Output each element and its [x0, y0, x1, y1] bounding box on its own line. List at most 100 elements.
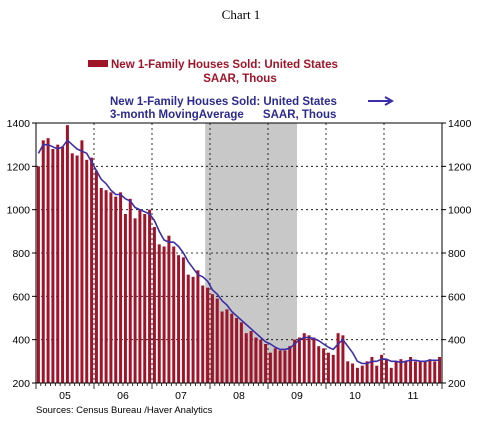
bar: [230, 313, 234, 383]
bar: [259, 339, 263, 383]
bar: [312, 337, 316, 383]
bar: [380, 354, 384, 383]
x-tick-label: 11: [408, 390, 419, 402]
x-tick-label: 10: [349, 390, 361, 402]
bar: [307, 335, 311, 383]
y-tick-label-left: 1200: [7, 161, 31, 173]
bar: [418, 361, 422, 383]
legend-line-arrow: [384, 96, 395, 106]
bar: [56, 144, 60, 383]
bar: [123, 214, 127, 383]
y-tick-label-left: 1000: [7, 205, 31, 217]
y-tick-label-left: 200: [12, 378, 30, 390]
bar: [157, 244, 161, 383]
bar: [326, 352, 330, 383]
bar: [235, 318, 239, 383]
bar: [365, 361, 369, 383]
bar: [341, 335, 345, 383]
legend-line-label: New 1-Family Houses Sold: United States: [110, 96, 337, 108]
chart-title: Chart 1: [222, 7, 261, 22]
plot-area: 200 200 400 400 600 600 800 800 1000 1000 1200 1200…: [7, 118, 472, 402]
bar: [138, 209, 142, 383]
bar: [322, 348, 326, 383]
bar: [399, 359, 403, 383]
bar: [317, 346, 321, 383]
bar: [278, 350, 282, 383]
bar: [249, 331, 253, 383]
bar: [423, 361, 427, 383]
legend-bar-swatch: [88, 60, 108, 67]
bar: [293, 339, 297, 383]
y-tick-label-left: 600: [12, 291, 30, 303]
bar: [438, 357, 442, 383]
x-tick-label: 09: [291, 390, 303, 402]
x-tick-label: 05: [59, 390, 71, 402]
bar: [162, 246, 166, 383]
bar: [351, 363, 355, 383]
moving-average-line: [37, 139, 440, 365]
bar: [346, 361, 350, 383]
legend-bar-label: New 1-Family Houses Sold: United States: [111, 59, 338, 71]
legend-bar-series: New 1-Family Houses Sold: United States …: [88, 59, 338, 85]
bar: [186, 274, 190, 383]
bar: [336, 333, 340, 383]
bar: [268, 352, 272, 383]
legend: New 1-Family Houses Sold: United States …: [88, 59, 395, 121]
bar: [206, 287, 210, 383]
bar: [297, 337, 301, 383]
y-tick-label-right: 1000: [448, 205, 472, 217]
bar: [90, 157, 94, 383]
x-tick-label: 08: [233, 390, 245, 402]
y-tick-label-right: 1200: [448, 161, 472, 173]
bar: [360, 365, 364, 383]
bar: [220, 311, 224, 383]
bar: [331, 354, 335, 383]
bar: [273, 348, 277, 383]
source-note: Sources: Census Bureau /Haver Analytics: [36, 405, 213, 416]
legend-line-unit: 3-month MovingAverage SAAR, Thous: [110, 109, 336, 121]
bar: [302, 333, 306, 383]
y-tick-label-right: 800: [448, 248, 466, 260]
bar: [148, 209, 152, 383]
bar: [104, 190, 108, 383]
x-tick-label: 07: [175, 390, 187, 402]
bar: [167, 235, 171, 383]
bar: [196, 270, 200, 383]
y-tick-label-right: 200: [448, 378, 466, 390]
bar: [394, 361, 398, 383]
bar: [409, 357, 413, 383]
bar: [94, 170, 98, 383]
legend-bar-unit: SAAR, Thous: [203, 73, 276, 85]
bar: [152, 227, 156, 383]
bar: [355, 367, 359, 383]
bar: [215, 298, 219, 383]
bar: [36, 166, 40, 383]
bar: [375, 365, 379, 383]
bar: [191, 276, 195, 383]
bar: [128, 198, 132, 383]
bar: [177, 255, 181, 383]
bar: [61, 146, 65, 383]
y-tick-label-right: 600: [448, 291, 466, 303]
legend-line-series: New 1-Family Houses Sold: United States …: [110, 96, 395, 121]
bar: [80, 140, 84, 383]
bar: [225, 309, 229, 383]
bar: [244, 333, 248, 383]
bar: [433, 361, 437, 383]
x-tick-label: 06: [117, 390, 129, 402]
bar: [428, 359, 432, 383]
bar: [51, 149, 55, 383]
bar: [264, 344, 268, 383]
bar: [389, 367, 393, 383]
bar: [239, 322, 243, 383]
bar: [201, 285, 205, 383]
bar: [70, 153, 74, 383]
bar: [288, 346, 292, 383]
bar: [114, 196, 118, 383]
bar: [210, 294, 214, 383]
y-tick-label-left: 400: [12, 335, 30, 347]
y-tick-label-right: 1400: [448, 118, 472, 130]
y-tick-label-right: 400: [448, 335, 466, 347]
bar: [181, 257, 185, 383]
